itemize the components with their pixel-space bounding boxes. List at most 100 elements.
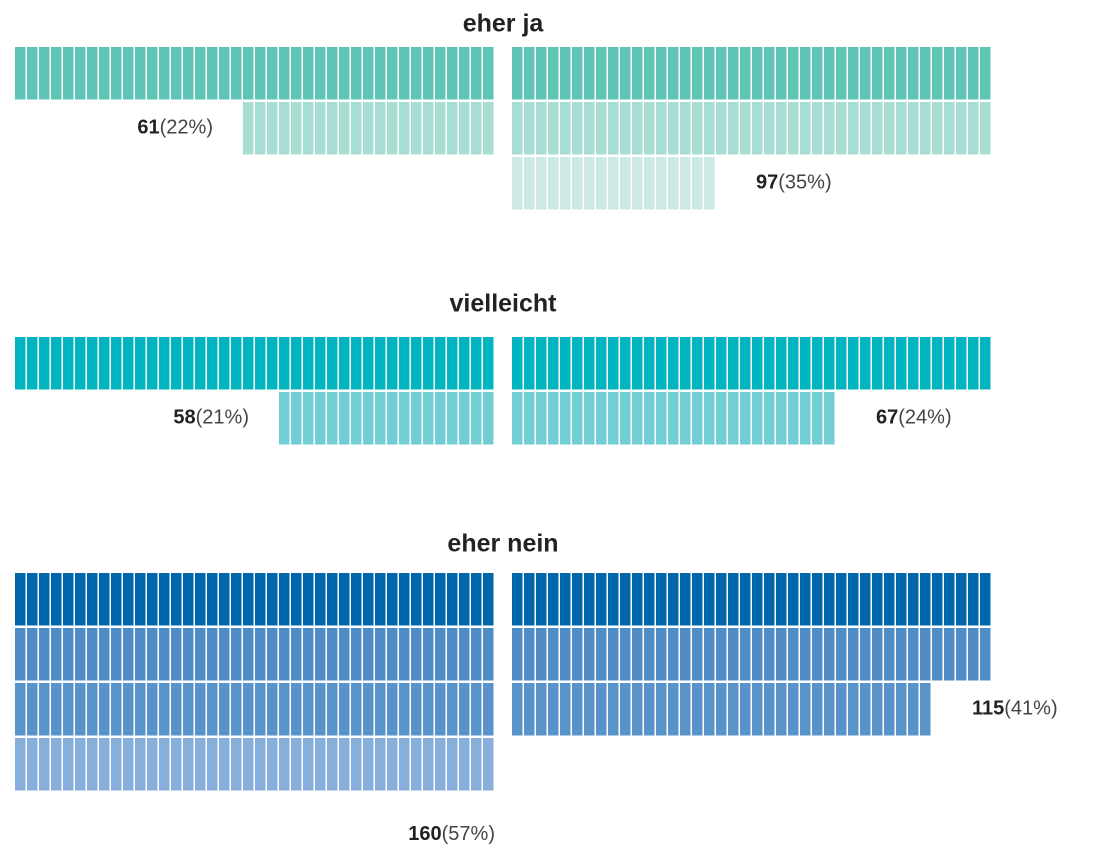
cell [375,47,386,100]
cell [363,102,374,155]
cell [327,628,338,681]
cell [560,102,571,155]
cell [195,683,206,736]
cell [363,392,374,445]
cell [764,392,775,445]
cell [884,47,895,100]
cell [267,683,278,736]
cell [584,628,595,681]
cell [207,683,218,736]
cell [423,683,434,736]
cell [423,337,434,390]
cell [968,337,979,390]
cell [884,337,895,390]
cell [51,683,62,736]
cell [620,337,631,390]
cell [159,628,170,681]
cell [435,392,446,445]
cell [896,47,907,100]
cell [327,102,338,155]
cell [788,337,799,390]
cell [788,683,799,736]
cell [483,573,494,626]
cell [884,683,895,736]
cell [728,102,739,155]
cell [668,47,679,100]
cell [243,573,254,626]
cell [459,102,470,155]
cell [471,337,482,390]
share: (22%) [160,117,213,139]
cell [27,47,38,100]
share: (41%) [1004,698,1057,720]
cell [375,337,386,390]
cell [279,47,290,100]
cell [351,337,362,390]
cell [848,683,859,736]
cell [387,683,398,736]
cell [423,102,434,155]
cell [243,738,254,791]
cell [908,102,919,155]
cell [572,102,583,155]
cell [87,337,98,390]
cell [716,573,727,626]
cell [704,47,715,100]
cell [435,47,446,100]
cell [339,392,350,445]
cell [51,573,62,626]
cell [135,47,146,100]
cell [860,683,871,736]
cell [512,628,523,681]
cell [471,738,482,791]
cell [447,738,458,791]
cell [680,573,691,626]
cell [572,392,583,445]
cell [632,628,643,681]
cell [740,392,751,445]
cell [27,738,38,791]
cell [399,738,410,791]
cell [812,102,823,155]
cell [159,738,170,791]
cell [243,102,254,155]
cell [596,47,607,100]
cell [435,337,446,390]
cell [267,102,278,155]
cell [195,337,206,390]
cell [471,47,482,100]
cell [291,337,302,390]
cell [716,683,727,736]
cell [596,102,607,155]
cell [860,573,871,626]
cell [908,573,919,626]
cell [63,738,74,791]
cell [363,337,374,390]
cell [980,628,991,681]
cell [848,337,859,390]
cell [363,683,374,736]
cell [692,683,703,736]
cell [339,683,350,736]
cell [740,47,751,100]
cell [483,102,494,155]
cell [135,683,146,736]
cell [740,683,751,736]
cell [351,102,362,155]
cell [908,337,919,390]
cell [27,337,38,390]
cell [776,47,787,100]
cell [848,573,859,626]
cell [680,392,691,445]
cell [279,392,290,445]
cell [459,47,470,100]
cell [147,47,158,100]
cell [524,157,535,210]
cell [656,628,667,681]
cell [183,337,194,390]
block-label: 58(21%) [173,407,249,429]
cell [848,628,859,681]
count: 67 [876,407,898,429]
cell [111,573,122,626]
cell [39,337,50,390]
